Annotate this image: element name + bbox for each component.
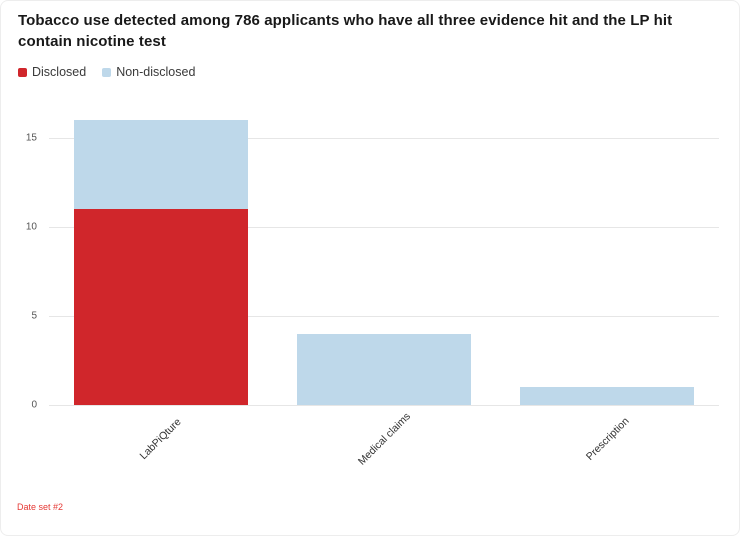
legend-item-disclosed[interactable]: Disclosed <box>18 65 86 79</box>
bars <box>49 109 719 405</box>
x-cell: Medical claims <box>272 405 495 501</box>
dataset-label: Date set #2 <box>17 502 64 512</box>
stacked-bar-chart: 0 5 10 15 LabPiQture Medical claims Prescript… <box>17 109 719 509</box>
bar-segment-non-disclosed[interactable] <box>73 119 248 209</box>
x-tick-label-prescription: Prescription <box>583 415 632 463</box>
bar-column-labpiqture <box>49 109 272 405</box>
y-tick-label: 15 <box>25 132 37 144</box>
gridline <box>49 315 719 317</box>
bar-segment-non-disclosed[interactable] <box>296 333 472 405</box>
legend-label: Non-disclosed <box>116 65 196 79</box>
bar-column-medical-claims <box>272 109 495 405</box>
bar-segment-non-disclosed[interactable] <box>520 387 695 405</box>
bar-prescription <box>520 387 695 405</box>
gridline <box>49 226 719 228</box>
bar-segment-disclosed[interactable] <box>73 208 248 405</box>
x-axis-labels: LabPiQture Medical claims Prescription <box>49 405 719 501</box>
y-tick-label: 10 <box>25 221 37 233</box>
legend-item-non-disclosed[interactable]: Non-disclosed <box>102 65 195 79</box>
x-cell: LabPiQture <box>49 405 272 501</box>
legend: Disclosed Non-disclosed <box>18 65 195 79</box>
plot-area <box>49 109 719 406</box>
bar-column-prescription <box>496 109 719 405</box>
y-axis: 0 5 10 15 <box>17 109 45 410</box>
x-cell: Prescription <box>496 405 719 501</box>
y-tick-label: 5 <box>31 310 37 322</box>
x-tick-label-labpiqture: LabPiQture <box>137 415 184 463</box>
legend-swatch <box>18 67 27 77</box>
bar-medical-claims <box>296 333 472 405</box>
x-tick-label-medical-claims: Medical claims <box>355 410 413 468</box>
gridline <box>49 405 719 406</box>
bar-labpiqture <box>73 119 248 405</box>
chart-title: Tobacco use detected among 786 applicant… <box>18 12 673 50</box>
gridline <box>49 137 719 139</box>
legend-label: Disclosed <box>32 65 87 79</box>
y-tick-label: 0 <box>31 399 37 411</box>
legend-swatch <box>102 67 112 77</box>
